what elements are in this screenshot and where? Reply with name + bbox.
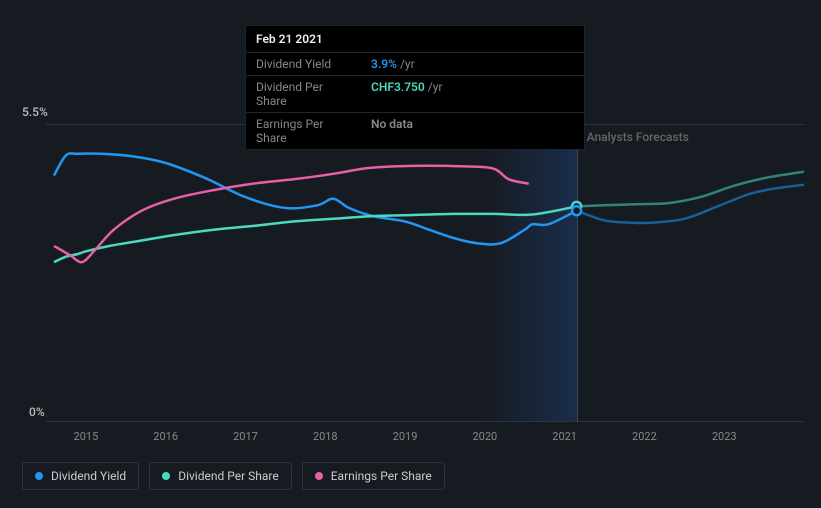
y-axis-min-label: 0% [29,405,45,419]
x-axis-tick: 2021 [552,430,577,443]
x-axis-labels: 2015 2016 2017 2018 2019 2020 2021 2022 2023 [0,430,821,450]
tooltip-row-label: Dividend Per Share [246,76,361,112]
tooltip-row: Dividend Yield3.9%/yr [246,52,584,75]
tooltip-row: Earnings Per ShareNo data [246,112,584,149]
legend-dot-icon [162,472,170,480]
tooltip-date: Feb 21 2021 [246,26,584,52]
x-axis-tick: 2023 [712,430,737,443]
legend-label: Dividend Yield [51,469,126,483]
series-line-past-dividend-yield [54,153,577,244]
legend-label: Earnings Per Share [331,469,432,483]
x-axis-tick: 2020 [472,430,497,443]
chart-legend: Dividend Yield Dividend Per Share Earnings… [22,462,445,490]
tooltip-row-value: No data [361,113,423,149]
legend-dot-icon [315,472,323,480]
tooltip-row: Dividend Per ShareCHF3.750/yr [246,75,584,112]
x-axis-tick: 2022 [632,430,657,443]
x-axis-tick: 2015 [74,430,99,443]
x-axis-tick: 2017 [233,430,258,443]
series-marker [572,206,581,215]
legend-label: Dividend Per Share [178,469,279,483]
x-axis-tick: 2019 [393,430,418,443]
dividend-chart: Feb 21 2021 Dividend Yield3.9%/yrDividen… [0,0,821,508]
chart-svg [46,124,804,422]
chart-tooltip: Feb 21 2021 Dividend Yield3.9%/yrDividen… [245,25,585,150]
legend-dot-icon [35,472,43,480]
tooltip-row-label: Earnings Per Share [246,113,361,149]
tooltip-row-value: 3.9%/yr [361,53,425,75]
legend-item-earnings-per-share[interactable]: Earnings Per Share [302,462,445,490]
x-axis-tick: 2018 [313,430,338,443]
tooltip-row-label: Dividend Yield [246,53,361,75]
tooltip-row-value: CHF3.750/yr [361,76,452,112]
x-axis-tick: 2016 [153,430,178,443]
y-axis-max-label: 5.5% [22,105,48,119]
legend-item-dividend-per-share[interactable]: Dividend Per Share [149,462,292,490]
legend-item-dividend-yield[interactable]: Dividend Yield [22,462,139,490]
